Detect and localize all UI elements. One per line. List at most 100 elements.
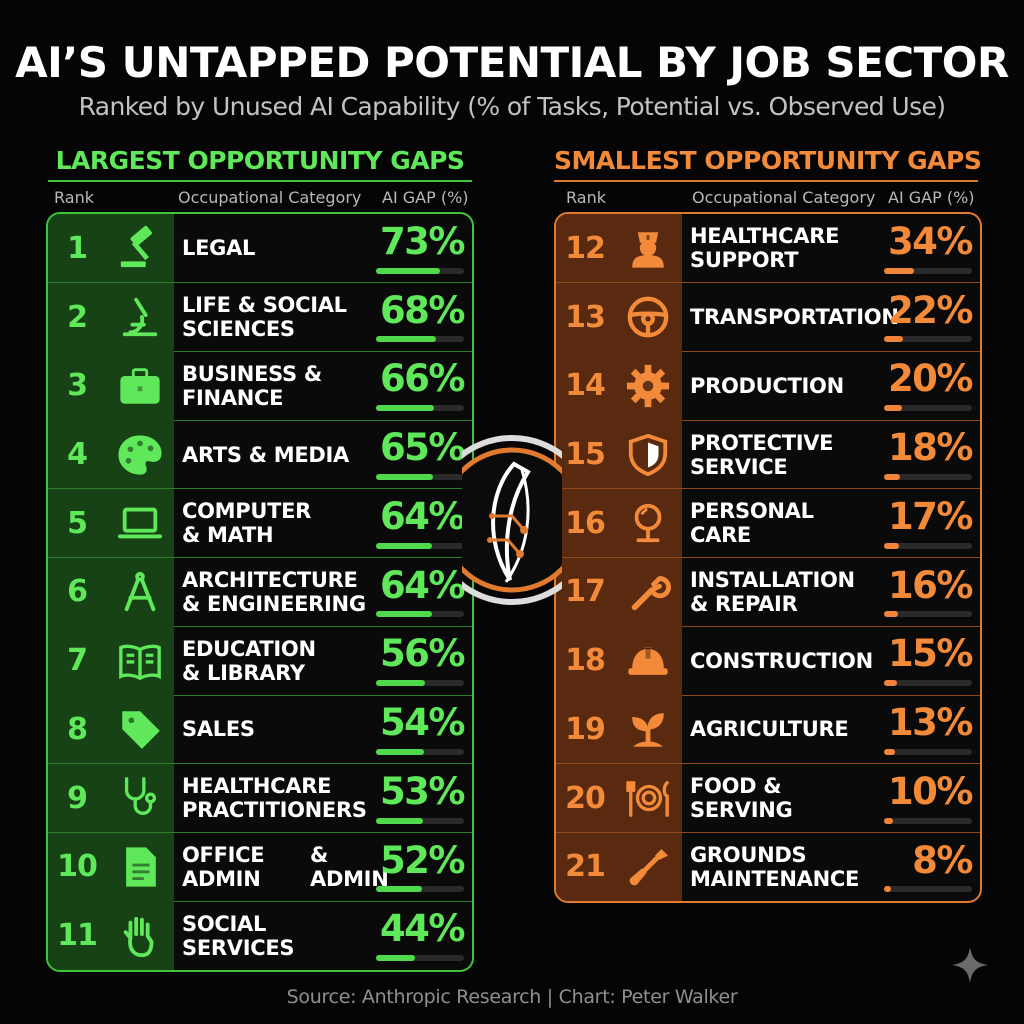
category-label: INSTALLATION & REPAIR bbox=[690, 567, 855, 616]
compass-icon bbox=[106, 557, 174, 627]
row-divider bbox=[48, 763, 472, 765]
category-label: SALES bbox=[182, 717, 255, 742]
gap-bar bbox=[884, 611, 899, 618]
col-gap-header: AI GAP (%) bbox=[888, 188, 975, 207]
table-row: 8 SALES 54% bbox=[48, 695, 472, 764]
gap-bar bbox=[376, 954, 415, 961]
rank-label: 13 bbox=[556, 282, 614, 352]
gap-bar bbox=[376, 405, 435, 412]
gap-value-label: 66% bbox=[379, 357, 466, 401]
gap-value-label: 8% bbox=[912, 838, 973, 882]
gap-bar bbox=[376, 542, 433, 549]
gap-bar bbox=[376, 611, 433, 618]
smallest-gaps-table: 12 HEALTHCARE SUPPORT 34% 13 TRANSPORTATION 2… bbox=[554, 212, 982, 904]
rank-label: 3 bbox=[48, 351, 106, 421]
row-divider bbox=[48, 900, 472, 902]
category-label: PERSONAL CARE bbox=[690, 499, 814, 548]
table-row: 12 HEALTHCARE SUPPORT 34% bbox=[556, 214, 980, 283]
table-row: 7 EDUCATION & LIBRARY 56% bbox=[48, 626, 472, 696]
table-row: 2 LIFE & SOCIAL SCIENCES 68% bbox=[48, 282, 472, 352]
gap-value-label: 68% bbox=[379, 288, 466, 332]
gap-bar bbox=[376, 817, 423, 824]
table-row: 14 PRODUCTION 20% bbox=[556, 351, 980, 421]
gap-bar-track bbox=[884, 886, 972, 893]
gap-value-label: 64% bbox=[379, 494, 466, 538]
gap-bar bbox=[884, 748, 896, 755]
row-divider bbox=[48, 832, 472, 834]
table-row: 4 ARTS & MEDIA 65% bbox=[48, 420, 472, 489]
col-rank-header: Rank bbox=[54, 188, 94, 207]
smallest-gaps-heading: SMALLEST OPPORTUNITY GAPS bbox=[554, 146, 982, 175]
gap-bar bbox=[884, 405, 902, 412]
gap-bar-track bbox=[376, 886, 464, 893]
gap-bar-track bbox=[884, 542, 972, 549]
rank-label: 17 bbox=[556, 557, 614, 627]
microscope-icon bbox=[106, 282, 174, 352]
largest-gaps-rule bbox=[48, 180, 472, 182]
category-label: GROUNDS MAINTENANCE bbox=[690, 842, 860, 891]
row-divider bbox=[48, 694, 472, 696]
tag-icon bbox=[106, 695, 174, 764]
gap-bar bbox=[884, 542, 899, 549]
gap-value-label: 20% bbox=[887, 357, 974, 401]
document-icon bbox=[106, 832, 174, 902]
row-divider bbox=[556, 488, 980, 490]
rank-label: 6 bbox=[48, 557, 106, 627]
largest-gaps-heading: LARGEST OPPORTUNITY GAPS bbox=[55, 146, 465, 175]
rank-label: 10 bbox=[48, 832, 106, 902]
category-label: SOCIAL SERVICES bbox=[182, 911, 295, 960]
gap-bar bbox=[884, 473, 900, 480]
row-divider bbox=[48, 488, 472, 490]
row-divider bbox=[48, 419, 472, 421]
row-divider bbox=[556, 557, 980, 559]
gap-bar bbox=[376, 267, 441, 274]
table-row: 13 TRANSPORTATION 22% bbox=[556, 282, 980, 352]
category-label: HEALTHCARE PRACTITIONERS bbox=[182, 774, 367, 823]
row-divider bbox=[556, 419, 980, 421]
row-divider bbox=[556, 350, 980, 352]
category-label: EDUCATION & LIBRARY bbox=[182, 636, 316, 685]
gap-bar-track bbox=[376, 611, 464, 618]
chart-subtitle: Ranked by Unused AI Capability (% of Tas… bbox=[78, 92, 946, 121]
category-label: COMPUTER & MATH bbox=[182, 499, 312, 548]
category-label: LIFE & SOCIAL SCIENCES bbox=[182, 293, 347, 342]
category-label: PRODUCTION bbox=[690, 373, 844, 398]
category-label: HEALTHCARE SUPPORT bbox=[690, 224, 840, 273]
category-label: PROTECTIVE SERVICE bbox=[690, 430, 834, 479]
row-divider bbox=[556, 832, 980, 834]
row-divider bbox=[556, 282, 980, 284]
gap-value-label: 16% bbox=[887, 563, 974, 607]
table-row: 16 PERSONAL CARE 17% bbox=[556, 488, 980, 558]
gap-bar-track bbox=[884, 611, 972, 618]
col-gap-header: AI GAP (%) bbox=[382, 188, 469, 207]
table-row: 9 HEALTHCARE PRACTITIONERS 53% bbox=[48, 763, 472, 833]
gap-bar-track bbox=[884, 473, 972, 480]
gap-bar-track bbox=[884, 336, 972, 343]
steering-wheel-icon bbox=[614, 282, 682, 352]
gap-bar bbox=[884, 336, 904, 343]
table-row: 1 LEGAL 73% bbox=[48, 214, 472, 283]
shovel-icon bbox=[614, 832, 682, 902]
category-label: ARCHITECTURE & ENGINEERING bbox=[182, 567, 366, 616]
category-label: CONSTRUCTION bbox=[690, 648, 873, 673]
gap-value-label: 17% bbox=[887, 494, 974, 538]
row-divider bbox=[48, 557, 472, 559]
gap-bar-track bbox=[376, 542, 464, 549]
gap-value-label: 52% bbox=[379, 838, 466, 882]
gear-icon bbox=[614, 351, 682, 421]
hard-hat-icon bbox=[614, 626, 682, 696]
category-label: AGRICULTURE bbox=[690, 717, 849, 742]
gap-bar-track bbox=[884, 405, 972, 412]
rank-label: 20 bbox=[556, 763, 614, 833]
source-credit: Source: Anthropic Research | Chart: Pete… bbox=[286, 986, 738, 1008]
nurse-icon bbox=[614, 214, 682, 283]
rank-label: 8 bbox=[48, 695, 106, 764]
category-label: LEGAL bbox=[182, 236, 256, 261]
palette-icon bbox=[106, 420, 174, 489]
gavel-icon bbox=[106, 214, 174, 283]
gap-value-label: 13% bbox=[887, 701, 974, 745]
gap-bar bbox=[884, 817, 893, 824]
shield-icon bbox=[614, 420, 682, 489]
rank-label: 1 bbox=[48, 214, 106, 283]
rank-label: 12 bbox=[556, 214, 614, 283]
